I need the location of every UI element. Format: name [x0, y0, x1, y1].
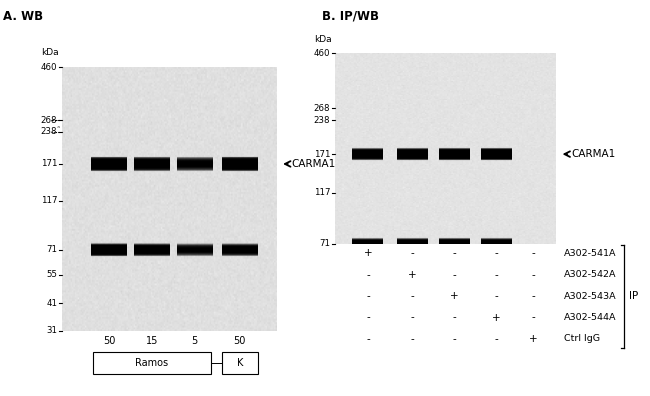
- Text: kDa: kDa: [315, 34, 332, 44]
- Text: -: -: [494, 270, 498, 280]
- Text: 50: 50: [233, 335, 246, 346]
- Text: +: +: [492, 312, 500, 323]
- Text: -: -: [366, 312, 370, 323]
- Text: -: -: [494, 248, 498, 259]
- Text: ˜: ˜: [57, 127, 60, 133]
- Text: +: +: [450, 291, 458, 301]
- Text: -: -: [532, 312, 536, 323]
- Text: 117: 117: [41, 196, 57, 206]
- Text: -: -: [532, 291, 536, 301]
- Bar: [222, 352, 258, 374]
- Text: +: +: [408, 270, 417, 280]
- Text: -: -: [410, 334, 414, 344]
- Text: -: -: [452, 248, 456, 259]
- Text: 238: 238: [41, 127, 57, 136]
- Text: 268: 268: [41, 116, 57, 125]
- Text: K: K: [237, 358, 243, 368]
- Text: -: -: [366, 334, 370, 344]
- Text: CARMA1: CARMA1: [292, 159, 336, 169]
- Text: CARMA1: CARMA1: [571, 149, 616, 159]
- Text: -: -: [532, 248, 536, 259]
- Text: -: -: [366, 270, 370, 280]
- Text: 460: 460: [41, 63, 57, 72]
- Text: 55: 55: [46, 270, 57, 279]
- Text: A302-543A: A302-543A: [564, 292, 616, 301]
- Text: -: -: [410, 312, 414, 323]
- Bar: [93, 352, 211, 374]
- Text: -: -: [494, 334, 498, 344]
- Text: 117: 117: [314, 188, 330, 197]
- Text: +: +: [529, 334, 538, 344]
- Text: Ramos: Ramos: [135, 358, 168, 368]
- Text: _: _: [57, 116, 60, 122]
- Text: 71: 71: [46, 245, 57, 254]
- Text: 171: 171: [314, 150, 330, 159]
- Text: 5: 5: [192, 335, 198, 346]
- Text: Ctrl IgG: Ctrl IgG: [564, 335, 599, 343]
- Text: -: -: [494, 291, 498, 301]
- Text: 31: 31: [46, 326, 57, 335]
- Text: IP: IP: [629, 291, 638, 301]
- Text: A302-542A: A302-542A: [564, 270, 616, 279]
- Text: A. WB: A. WB: [3, 10, 44, 23]
- Text: -: -: [366, 291, 370, 301]
- Text: +: +: [363, 248, 372, 259]
- Text: -: -: [452, 312, 456, 323]
- Text: 71: 71: [319, 239, 330, 248]
- Text: -: -: [410, 248, 414, 259]
- Text: 15: 15: [146, 335, 158, 346]
- Text: 268: 268: [314, 104, 330, 113]
- Text: -: -: [532, 270, 536, 280]
- Text: kDa: kDa: [42, 48, 59, 57]
- Text: 238: 238: [314, 116, 330, 125]
- Text: 50: 50: [103, 335, 115, 346]
- Text: B. IP/WB: B. IP/WB: [322, 10, 379, 23]
- Text: A302-541A: A302-541A: [564, 249, 616, 258]
- Text: A302-544A: A302-544A: [564, 313, 616, 322]
- Text: 460: 460: [314, 49, 330, 58]
- Text: -: -: [452, 270, 456, 280]
- Text: -: -: [410, 291, 414, 301]
- Text: 171: 171: [41, 160, 57, 168]
- Text: -: -: [452, 334, 456, 344]
- Text: 41: 41: [46, 299, 57, 308]
